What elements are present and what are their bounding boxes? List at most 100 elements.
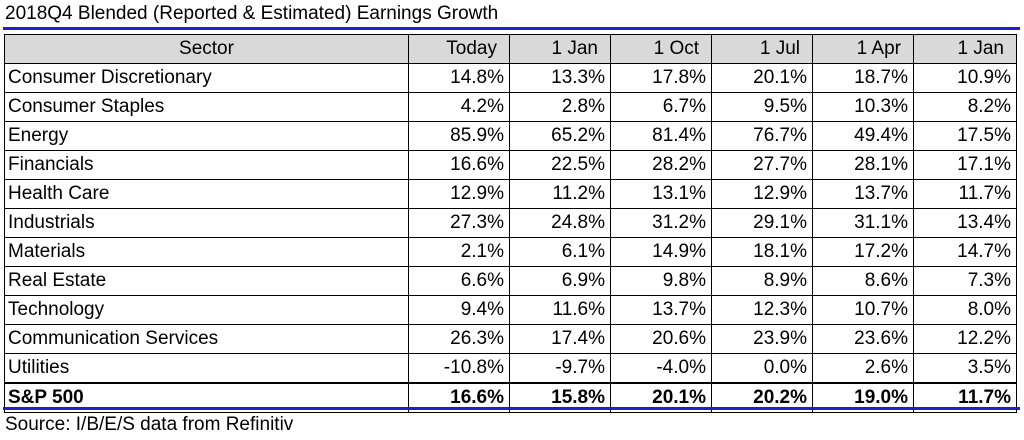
- header-row: Sector Today 1 Jan 1 Oct 1 Jul 1 Apr 1 J…: [4, 34, 1017, 64]
- 1-apr-cell: 49.4%: [812, 121, 914, 151]
- 1-jul-cell: 20.1%: [711, 63, 813, 93]
- sector-cell: Real Estate: [4, 266, 409, 296]
- header-sector: Sector: [4, 34, 409, 64]
- 1-jan-prior-cell: 17.5%: [913, 121, 1017, 151]
- today-cell: 6.6%: [408, 266, 510, 296]
- sector-cell: Health Care: [4, 179, 409, 209]
- 1-oct-cell: 20.6%: [610, 324, 712, 354]
- 1-jul-cell: 12.9%: [711, 179, 813, 209]
- table-row: Communication Services 26.3% 17.4% 20.6% 23.…: [4, 324, 1017, 354]
- 1-oct-cell: 17.8%: [610, 63, 712, 93]
- table-row: Consumer Staples 4.2% 2.8% 6.7% 9.5% 10.3% 8.2…: [4, 92, 1017, 122]
- 1-jan-cell: 6.1%: [509, 237, 611, 267]
- table-row: Technology 9.4% 11.6% 13.7% 12.3% 10.7% 8.0%: [4, 295, 1017, 325]
- 1-apr-cell: 10.3%: [812, 92, 914, 122]
- today-cell: 4.2%: [408, 92, 510, 122]
- 1-jul-cell: 0.0%: [711, 353, 813, 384]
- sector-cell: Utilities: [4, 353, 409, 384]
- today-cell: 16.6%: [408, 150, 510, 180]
- sector-cell: Consumer Discretionary: [4, 63, 409, 93]
- 1-jul-cell: 27.7%: [711, 150, 813, 180]
- 1-jan-prior-cell: 7.3%: [913, 266, 1017, 296]
- 1-apr-cell: 10.7%: [812, 295, 914, 325]
- 1-apr-cell: 18.7%: [812, 63, 914, 93]
- today-cell: 14.8%: [408, 63, 510, 93]
- 1-apr-cell: 23.6%: [812, 324, 914, 354]
- table-row: Utilities -10.8% -9.7% -4.0% 0.0% 2.6% 3.5%: [4, 353, 1017, 384]
- header-today: Today: [408, 34, 510, 64]
- header-1-jan: 1 Jan: [509, 34, 611, 64]
- header-1-apr: 1 Apr: [812, 34, 914, 64]
- 1-jan-cell: 13.3%: [509, 63, 611, 93]
- 1-oct-cell: 14.9%: [610, 237, 712, 267]
- table-body: Consumer Discretionary 14.8% 13.3% 17.8% 20.…: [4, 63, 1017, 413]
- footer-rule: [3, 407, 1020, 410]
- 1-jul-cell: 9.5%: [711, 92, 813, 122]
- 1-jan-cell: 17.4%: [509, 324, 611, 354]
- 1-jan-prior-cell: 8.2%: [913, 92, 1017, 122]
- 1-jan-cell: 11.2%: [509, 179, 611, 209]
- 1-jan-prior-cell: 10.9%: [913, 63, 1017, 93]
- today-cell: 9.4%: [408, 295, 510, 325]
- 1-jan-cell: 65.2%: [509, 121, 611, 151]
- 1-jan-cell: 22.5%: [509, 150, 611, 180]
- 1-apr-cell: 28.1%: [812, 150, 914, 180]
- today-cell: 85.9%: [408, 121, 510, 151]
- 1-jan-cell: 24.8%: [509, 208, 611, 238]
- 1-jul-cell: 12.3%: [711, 295, 813, 325]
- 1-oct-cell: 13.1%: [610, 179, 712, 209]
- 1-oct-cell: 6.7%: [610, 92, 712, 122]
- 1-oct-cell: 31.2%: [610, 208, 712, 238]
- 1-jan-prior-cell: 3.5%: [913, 353, 1017, 384]
- today-cell: 27.3%: [408, 208, 510, 238]
- table-row: Industrials 27.3% 24.8% 31.2% 29.1% 31.1% 13.4…: [4, 208, 1017, 238]
- 1-jan-cell: -9.7%: [509, 353, 611, 384]
- 1-apr-cell: 17.2%: [812, 237, 914, 267]
- table-row: Health Care 12.9% 11.2% 13.1% 12.9% 13.7% 11.7…: [4, 179, 1017, 209]
- 1-oct-cell: 9.8%: [610, 266, 712, 296]
- table-row: Materials 2.1% 6.1% 14.9% 18.1% 17.2% 14.7%: [4, 237, 1017, 267]
- 1-jul-cell: 23.9%: [711, 324, 813, 354]
- 1-jan-prior-cell: 17.1%: [913, 150, 1017, 180]
- today-cell: 2.1%: [408, 237, 510, 267]
- table-row: Energy 85.9% 65.2% 81.4% 76.7% 49.4% 17.5%: [4, 121, 1017, 151]
- 1-jul-cell: 18.1%: [711, 237, 813, 267]
- 1-jul-cell: 76.7%: [711, 121, 813, 151]
- 1-oct-cell: 81.4%: [610, 121, 712, 151]
- header-1-jul: 1 Jul: [711, 34, 813, 64]
- source-note: Source: I/B/E/S data from Refinitiv: [5, 414, 294, 435]
- today-cell: 26.3%: [408, 324, 510, 354]
- sector-cell: Consumer Staples: [4, 92, 409, 122]
- earnings-growth-table: Sector Today 1 Jan 1 Oct 1 Jul 1 Apr 1 J…: [4, 34, 1017, 413]
- header-1-jan-prior: 1 Jan: [913, 34, 1017, 64]
- 1-jan-prior-cell: 12.2%: [913, 324, 1017, 354]
- 1-jan-prior-cell: 13.4%: [913, 208, 1017, 238]
- today-cell: 12.9%: [408, 179, 510, 209]
- 1-jan-cell: 6.9%: [509, 266, 611, 296]
- sector-cell: Materials: [4, 237, 409, 267]
- 1-oct-cell: 13.7%: [610, 295, 712, 325]
- 1-jan-cell: 11.6%: [509, 295, 611, 325]
- 1-jul-cell: 8.9%: [711, 266, 813, 296]
- 1-jan-prior-cell: 8.0%: [913, 295, 1017, 325]
- 1-jul-cell: 29.1%: [711, 208, 813, 238]
- sector-cell: Communication Services: [4, 324, 409, 354]
- table-row: Consumer Discretionary 14.8% 13.3% 17.8% 20.…: [4, 63, 1017, 93]
- 1-apr-cell: 31.1%: [812, 208, 914, 238]
- 1-apr-cell: 13.7%: [812, 179, 914, 209]
- 1-jan-cell: 2.8%: [509, 92, 611, 122]
- sector-cell: Technology: [4, 295, 409, 325]
- table-title: 2018Q4 Blended (Reported & Estimated) Ea…: [5, 3, 499, 24]
- table-row: Real Estate 6.6% 6.9% 9.8% 8.9% 8.6% 7.3%: [4, 266, 1017, 296]
- 1-jan-prior-cell: 11.7%: [913, 179, 1017, 209]
- title-rule: [3, 27, 1020, 30]
- 1-jan-prior-cell: 14.7%: [913, 237, 1017, 267]
- 1-oct-cell: -4.0%: [610, 353, 712, 384]
- today-cell: -10.8%: [408, 353, 510, 384]
- sector-cell: Industrials: [4, 208, 409, 238]
- table-row: Financials 16.6% 22.5% 28.2% 27.7% 28.1% 17.1%: [4, 150, 1017, 180]
- 1-apr-cell: 2.6%: [812, 353, 914, 384]
- 1-oct-cell: 28.2%: [610, 150, 712, 180]
- sector-cell: Energy: [4, 121, 409, 151]
- sector-cell: Financials: [4, 150, 409, 180]
